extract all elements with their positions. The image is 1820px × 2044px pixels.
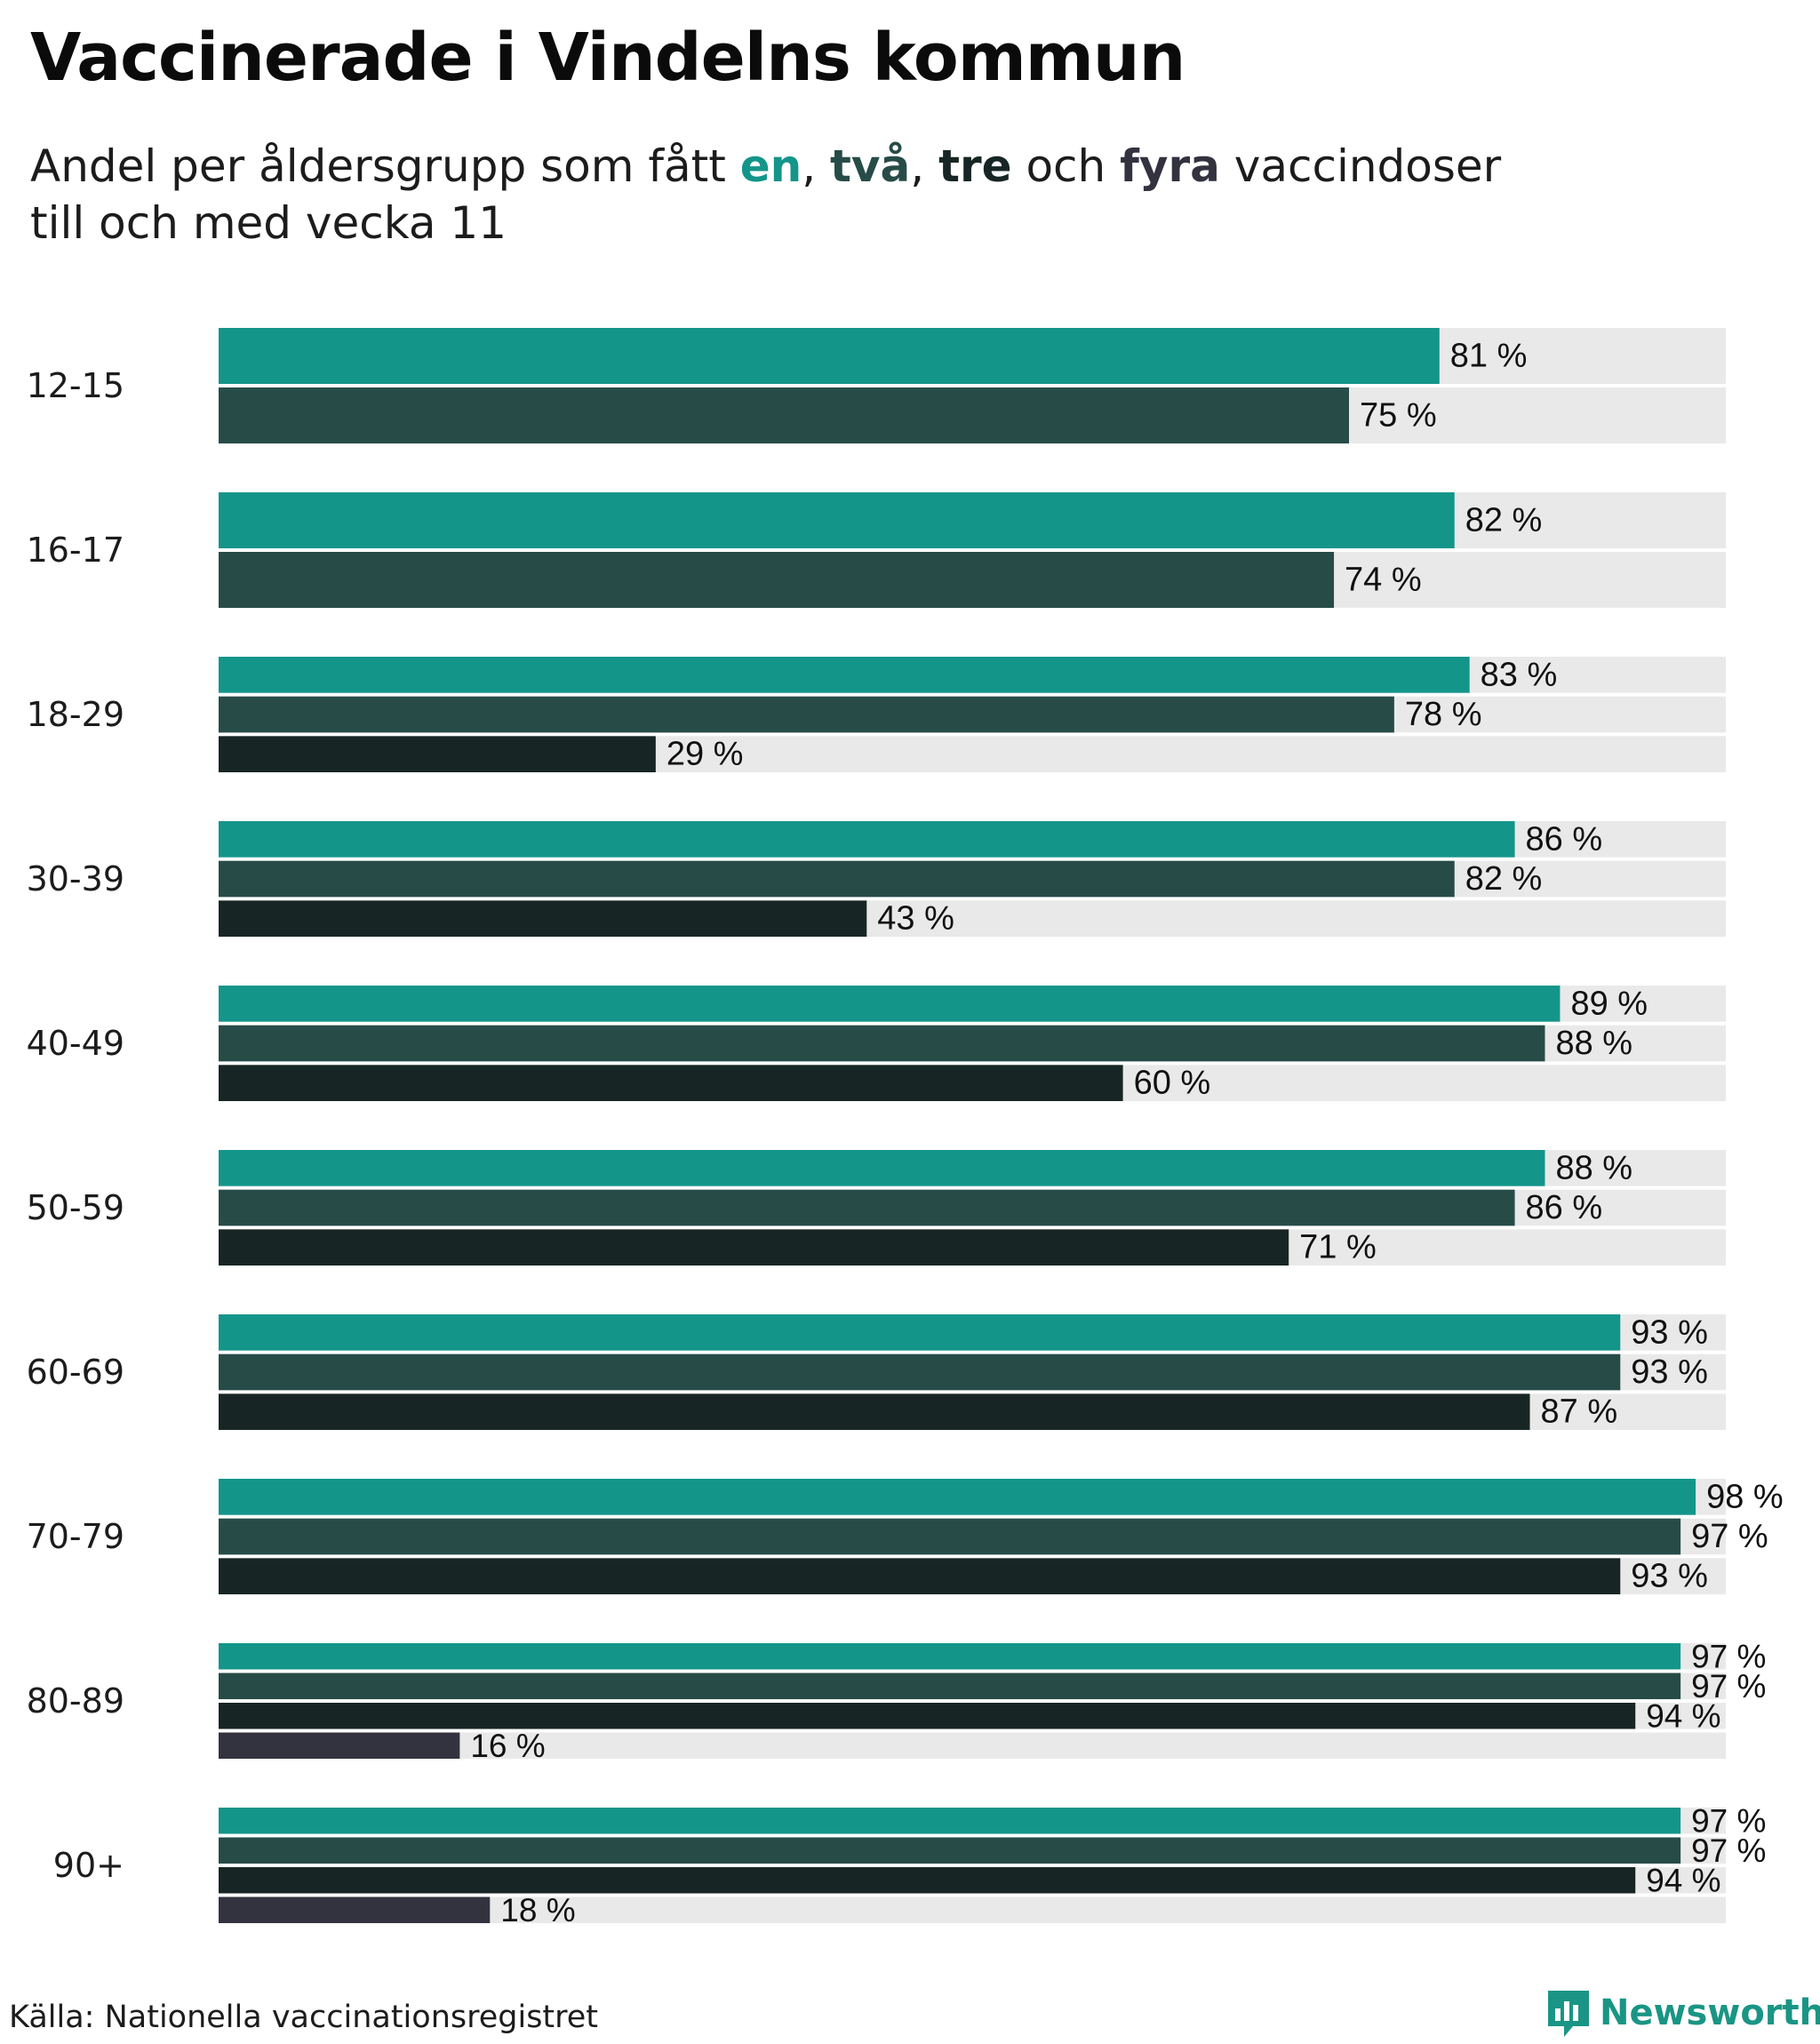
data-label: 86 % [1526, 820, 1603, 858]
bar [219, 821, 1515, 858]
legend-dose-one: en [739, 140, 802, 192]
data-label: 87 % [1541, 1393, 1618, 1431]
subtitle-line-two: till och med vecka 11 [30, 197, 507, 249]
data-label: 88 % [1555, 1025, 1632, 1062]
bar [219, 492, 1455, 548]
bar [219, 1643, 1681, 1670]
bar-track [219, 1732, 1726, 1759]
category-label: 70-79 [27, 1517, 124, 1556]
data-label: 43 % [877, 900, 954, 938]
bar [219, 1065, 1123, 1101]
bar [219, 1314, 1621, 1351]
category-label: 60-69 [27, 1353, 124, 1392]
bar [219, 1393, 1530, 1430]
data-label: 93 % [1631, 1558, 1708, 1595]
bar-chart: 12-15 81 % 75 % 16-17 82 % 74 % 18-29 83 %78 % 2… [27, 328, 1784, 1928]
data-label: 97 % [1691, 1518, 1768, 1555]
subtitle-separator: , [802, 140, 831, 192]
data-label: 78 % [1405, 696, 1482, 733]
newsworthy-logo-text: Newsworthy [1600, 1992, 1820, 2033]
data-label: 86 % [1526, 1189, 1603, 1226]
bar [219, 696, 1394, 733]
bar [219, 986, 1561, 1022]
data-label: 16 % [470, 1728, 545, 1764]
subtitle-separator: och [1011, 140, 1121, 192]
bar [219, 1558, 1621, 1594]
newsworthy-logo: Newsworthy [1545, 1987, 1820, 2040]
bar [219, 657, 1470, 693]
legend-dose-two: två [830, 140, 911, 192]
category-label: 30-39 [27, 859, 124, 898]
bar [219, 328, 1440, 384]
chart-subtitle: Andel per åldersgrupp som fått en, två, … [30, 138, 1501, 252]
bar [219, 1673, 1681, 1699]
data-label: 88 % [1555, 1149, 1632, 1186]
subtitle-prefix: Andel per åldersgrupp som fått [30, 140, 740, 192]
category-label: 16-17 [27, 531, 124, 570]
category-label: 18-29 [27, 695, 124, 734]
data-label: 82 % [1465, 860, 1543, 898]
subtitle-suffix: vaccindoser [1219, 140, 1502, 192]
data-label: 94 % [1646, 1862, 1720, 1898]
bar [219, 1896, 491, 1923]
category-label: 80-89 [27, 1681, 124, 1721]
source-note: Källa: Nationella vaccinationsregistret [9, 2000, 599, 2035]
data-label: 74 % [1345, 562, 1422, 599]
data-label: 60 % [1134, 1065, 1211, 1102]
category-label: 40-49 [27, 1024, 124, 1063]
bar [219, 1150, 1545, 1186]
bar [219, 1229, 1289, 1266]
bar [219, 552, 1335, 608]
bar [219, 1732, 460, 1759]
data-label: 81 % [1450, 338, 1528, 375]
bar [219, 1518, 1681, 1555]
data-label: 29 % [667, 736, 744, 773]
bar [219, 1479, 1696, 1515]
data-label: 97 % [1691, 1802, 1766, 1839]
category-label: 12-15 [27, 366, 124, 405]
data-label: 97 % [1691, 1638, 1766, 1674]
data-label: 71 % [1299, 1229, 1377, 1266]
data-label: 93 % [1631, 1313, 1708, 1351]
data-label: 83 % [1481, 656, 1558, 693]
data-label: 97 % [1691, 1668, 1766, 1705]
bar [219, 1808, 1681, 1834]
data-label: 82 % [1465, 502, 1543, 539]
category-label: 50-59 [27, 1188, 124, 1227]
bar [219, 860, 1455, 898]
data-label: 75 % [1360, 397, 1437, 435]
bar [219, 736, 656, 772]
category-label: 90+ [53, 1846, 124, 1885]
bar [219, 1353, 1621, 1391]
bar [219, 1703, 1636, 1729]
data-label: 97 % [1691, 1832, 1766, 1869]
data-label: 94 % [1646, 1697, 1720, 1734]
data-label: 18 % [500, 1892, 575, 1928]
bar [219, 1837, 1681, 1864]
legend-dose-four: fyra [1120, 140, 1220, 192]
bar [219, 1189, 1515, 1226]
bar [219, 1867, 1636, 1894]
data-label: 89 % [1570, 985, 1648, 1022]
newsworthy-logo-icon [1548, 1991, 1589, 2037]
chart-title: Vaccinerade i Vindelns kommun [30, 20, 1185, 96]
bar [219, 387, 1349, 443]
legend-dose-three: tre [938, 140, 1012, 192]
bar [219, 900, 867, 937]
bar [219, 1025, 1545, 1062]
data-label: 98 % [1706, 1478, 1784, 1515]
data-label: 93 % [1631, 1353, 1708, 1391]
subtitle-separator: , [910, 140, 939, 192]
